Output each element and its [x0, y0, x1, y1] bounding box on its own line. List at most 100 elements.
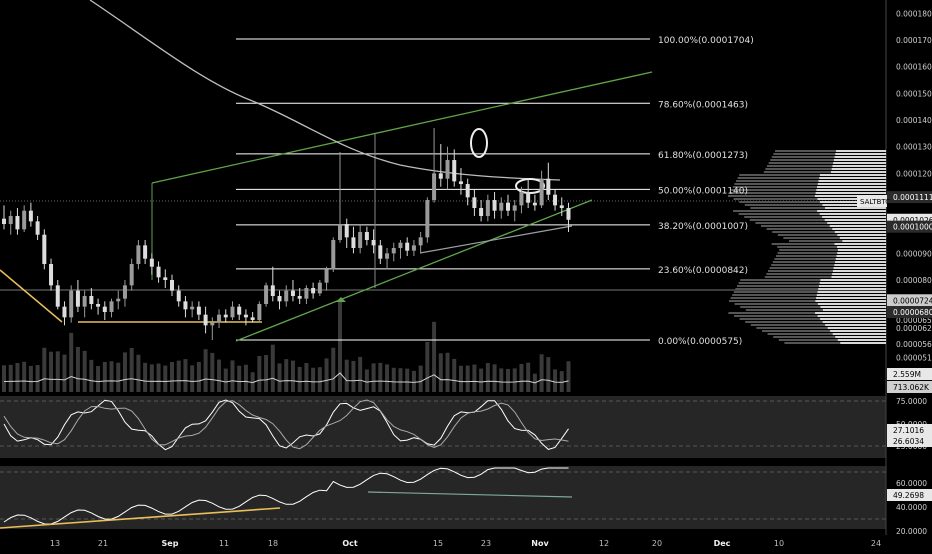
symbol-tag-bg	[857, 195, 887, 207]
candle-body	[492, 200, 497, 211]
volume-bar	[163, 365, 168, 392]
volume-profile-bar-up	[835, 261, 886, 263]
volume-bar	[109, 361, 114, 392]
volume-profile-bar-up	[835, 258, 886, 260]
volume-profile-bar-up	[817, 315, 886, 317]
candle-body	[519, 192, 524, 206]
volume-profile-bar	[764, 276, 886, 278]
volume-bar	[358, 356, 363, 392]
candle-body	[22, 210, 27, 230]
volume-profile-bar	[762, 330, 886, 332]
candle-body	[324, 269, 329, 283]
candle-body	[170, 280, 174, 291]
time-tick-label: 11	[219, 539, 229, 548]
volume-badge-label: 2.559M	[893, 370, 921, 379]
rsi-badge	[887, 489, 932, 501]
volume-profile-bar	[745, 321, 886, 323]
volume-bar	[344, 359, 349, 392]
volume-profile-bar-up	[820, 318, 886, 320]
candle-body	[465, 184, 470, 198]
time-tick-label: Sep	[162, 539, 179, 548]
volume-profile-bar	[784, 342, 886, 344]
volume-profile-bar	[775, 150, 886, 152]
price-badge-label: 0.0001026	[893, 216, 932, 225]
volume-bar	[526, 362, 531, 392]
volume-bar	[62, 354, 67, 392]
volume-bar	[129, 348, 134, 392]
candle-body	[2, 218, 6, 225]
volume-profile-bar	[771, 156, 886, 158]
volume-profile-bar	[767, 333, 886, 335]
candle-body	[143, 245, 148, 259]
volume-profile-bar-up	[819, 174, 886, 176]
volume-bar	[257, 356, 262, 392]
volume-profile-bar-up	[829, 225, 886, 227]
volume-profile-bar	[777, 246, 886, 248]
volume-bar	[49, 351, 54, 392]
volume-profile-bar-up	[831, 168, 886, 170]
candle-body	[458, 181, 463, 185]
volume-profile-bar	[738, 282, 886, 284]
volume-profile-bar	[734, 315, 886, 317]
candle-body	[338, 224, 342, 241]
volume-bar	[304, 363, 309, 392]
volume-layer	[2, 302, 571, 392]
candle-body	[210, 322, 215, 326]
volume-bar	[136, 354, 141, 392]
volume-profile-bar-up	[816, 297, 886, 299]
volume-profile-bar-up	[834, 231, 886, 233]
volume-profile-bar-up	[820, 279, 886, 281]
candle-body	[149, 258, 154, 267]
volume-bar	[69, 332, 74, 392]
volume-bar	[411, 370, 416, 392]
volume-profile-bar	[766, 273, 886, 275]
volume-profile-bar	[737, 177, 886, 179]
candle-body	[277, 296, 282, 302]
volume-profile-bar	[773, 153, 886, 155]
arrow-marker	[336, 297, 346, 302]
volume-bar	[190, 365, 195, 392]
candle-body	[378, 245, 383, 259]
channel-lower-line	[235, 199, 593, 342]
candle-body	[102, 306, 107, 313]
candle-body	[418, 237, 423, 246]
price-badge-label: 0.0000680	[893, 308, 932, 317]
volume-profile-bar	[729, 300, 886, 302]
fib-retracement: 100.00%(0.0001704) 78.60%(0.0001463) 61.80…	[236, 36, 754, 347]
candle-body	[163, 277, 168, 281]
volume-profile-bar-up	[822, 309, 886, 311]
volume-profile-bar-up	[817, 303, 886, 305]
candle-body	[344, 224, 349, 238]
volume-profile-bar-up	[833, 162, 886, 164]
volume-profile-bar	[771, 243, 886, 245]
volume-bar	[385, 364, 390, 392]
candle-body	[176, 290, 181, 302]
volume-profile-bar-up	[837, 246, 886, 248]
candle-body	[190, 306, 195, 310]
volume-profile-bar	[770, 159, 886, 161]
volume-profile-bar-up	[827, 222, 886, 224]
candle-body	[42, 234, 47, 265]
volume-profile-bar-up	[819, 213, 886, 215]
volume-bar	[82, 350, 87, 392]
volume-profile-bar-up	[819, 177, 886, 179]
volume-bar	[75, 346, 80, 392]
volume-bar	[170, 362, 174, 392]
pattern-ellipse-top	[470, 128, 488, 158]
volume-bar	[506, 368, 510, 392]
volume-profile-bar-up	[817, 210, 886, 212]
volume-profile-bar-up	[835, 153, 886, 155]
candle-body	[290, 290, 295, 297]
volume-profile-bar-up	[819, 201, 886, 203]
candle-body	[28, 210, 33, 222]
rsi-line	[3, 467, 569, 525]
volume-bar	[237, 365, 242, 392]
volume-profile-bar-up	[827, 327, 886, 329]
volume-profile-bar	[756, 327, 886, 329]
volume-bar	[116, 362, 121, 392]
volume-profile-bar-up	[834, 264, 886, 266]
